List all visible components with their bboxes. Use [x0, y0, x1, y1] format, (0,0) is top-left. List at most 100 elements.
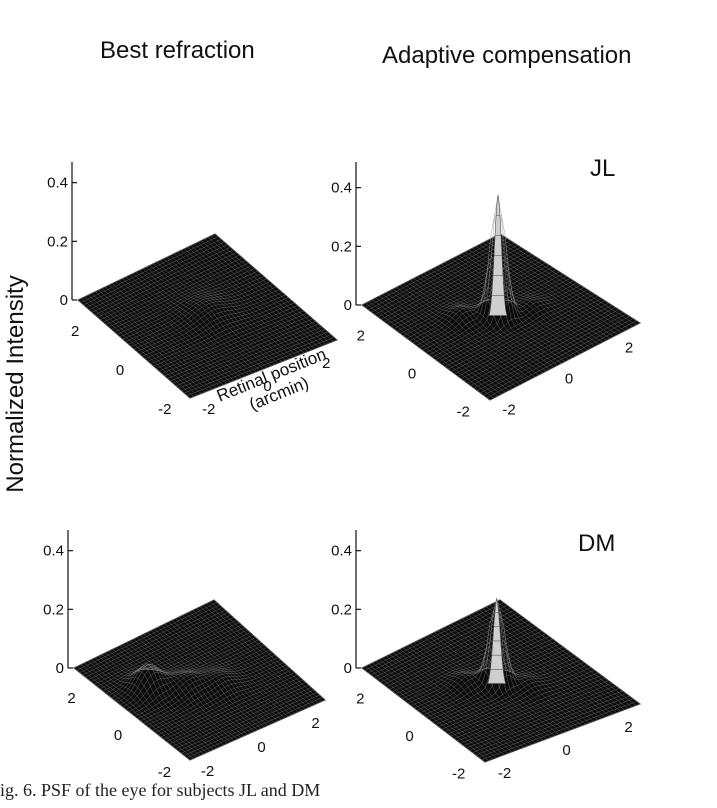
surface-mesh-line — [170, 255, 290, 359]
surface-mesh-line — [161, 625, 275, 723]
surface-mesh-line — [194, 243, 316, 349]
surface-mesh-line — [190, 245, 312, 351]
surface-mesh-line — [73, 667, 191, 761]
surface-mesh-line — [204, 238, 327, 345]
z-tick-label: 0.2 — [43, 601, 64, 618]
surface-mesh-line — [118, 280, 235, 381]
surface-mesh-line — [119, 645, 235, 741]
surface-mesh-line — [175, 618, 289, 717]
surface-mesh-line — [468, 249, 607, 341]
surface-mesh-line — [396, 286, 528, 382]
surface-mesh-line — [143, 633, 258, 731]
surface-mesh-line — [375, 297, 506, 393]
surface-mesh-line — [458, 620, 594, 722]
surface-mesh-line — [479, 610, 617, 713]
surface-mesh-line — [166, 256, 286, 361]
surface-mesh-line — [434, 214, 569, 360]
surface-mesh-line — [444, 627, 579, 728]
subject-label-dm: DM — [578, 530, 616, 557]
surface-mesh-line — [180, 250, 301, 355]
surface-mesh-line — [379, 295, 509, 391]
column-title-best-refraction: Best refraction — [100, 37, 255, 64]
surface-mesh-line — [168, 621, 282, 720]
surface-mesh-line — [129, 275, 246, 377]
surface-mesh-line — [372, 662, 497, 758]
surface-mesh-line — [437, 630, 571, 731]
surface-mesh-line — [126, 642, 241, 738]
surface-panel-dm-3: 00.20.420-2 -202 — [331, 530, 642, 783]
surface-mesh-line — [80, 664, 197, 758]
surface-mesh-line — [468, 615, 606, 718]
right-axis-tick-label: 2 — [322, 355, 330, 372]
surface-panel-jl-1: 00.20.420-2 -202 — [331, 162, 642, 421]
surface-mesh-line — [157, 627, 272, 725]
surface-mesh-line — [164, 623, 278, 722]
surface-mesh-line — [88, 294, 202, 394]
surface-mesh-line — [413, 278, 547, 372]
z-tick-label: 0.2 — [47, 233, 68, 250]
right-axis-tick-label: -2 — [498, 765, 511, 782]
surface-mesh-line — [382, 294, 513, 389]
left-axis-tick-label: 2 — [356, 690, 364, 707]
surface-mesh-line — [163, 258, 283, 362]
column-title-adaptive-compensation: Adaptive compensation — [382, 42, 632, 69]
figure-caption: ig. 6. PSF of the eye for subjects JL an… — [0, 780, 321, 800]
surface-mesh-line — [444, 262, 581, 355]
left-axis-tick-label: 0 — [408, 366, 416, 383]
left-axis-tick-label: -2 — [158, 401, 171, 418]
surface-mesh-line — [98, 655, 214, 750]
surface-mesh-line — [203, 604, 316, 705]
surface-mesh-line — [365, 666, 490, 761]
surface-mesh-line — [403, 283, 536, 378]
left-axis-tick-label: 0 — [116, 362, 124, 379]
surface-mesh-line — [108, 284, 224, 386]
surface-mesh-line — [213, 599, 326, 701]
right-axis-tick-label: 2 — [625, 340, 633, 357]
surface-mesh-line — [361, 667, 486, 763]
surface-mesh-line — [189, 611, 302, 711]
left-axis-tick-label: 2 — [71, 323, 79, 340]
surface-mesh-line — [149, 265, 268, 368]
surface-mesh-line — [423, 637, 555, 737]
surface-mesh-line — [486, 240, 626, 331]
z-tick-label: 0 — [344, 660, 352, 677]
surface-mesh-line — [403, 647, 532, 745]
surface-mesh-line — [146, 266, 264, 370]
surface-mesh-line — [153, 263, 272, 367]
surface-mesh-line — [465, 251, 603, 343]
surface-mesh-line — [115, 647, 231, 743]
surface-mesh-line — [465, 616, 602, 719]
surface-mesh-line — [201, 240, 323, 346]
surface-mesh-line — [173, 253, 294, 358]
z-tick-label: 0.2 — [331, 238, 352, 255]
surface-mesh-line — [87, 661, 204, 755]
surface-mesh-line — [156, 261, 275, 365]
surface-mesh-line — [482, 242, 622, 333]
surface-mesh-line — [399, 285, 532, 380]
surface-mesh-line — [392, 288, 524, 383]
surface-mesh-line — [379, 659, 505, 755]
subject-label-jl: JL — [590, 155, 616, 182]
surface-mesh-line — [399, 649, 528, 747]
right-axis-tick-label: 0 — [263, 378, 271, 395]
surface-mesh-line — [368, 664, 493, 760]
right-axis-tick-label: -2 — [202, 401, 215, 418]
surface-mesh-line — [112, 649, 228, 744]
surface-mesh-line — [154, 628, 268, 726]
surface-mesh-line — [184, 248, 305, 354]
surface-mesh-line — [77, 299, 191, 399]
z-tick-label: 0.4 — [331, 543, 352, 560]
surface-mesh-line — [77, 666, 194, 759]
surface-mesh-line — [108, 650, 224, 746]
surface-mesh-line — [417, 640, 548, 739]
surface-mesh-line — [122, 278, 238, 380]
z-tick-label: 0.4 — [47, 175, 68, 192]
surface-mesh-line — [389, 654, 517, 751]
surface-mesh-line — [372, 299, 502, 395]
surface-mesh-line — [410, 644, 540, 742]
surface-mesh-line — [385, 655, 513, 753]
surface-mesh-line — [375, 661, 501, 757]
surface-mesh-line — [417, 276, 551, 370]
surface-mesh-line — [451, 258, 588, 351]
right-axis-tick-label: -2 — [502, 401, 515, 418]
